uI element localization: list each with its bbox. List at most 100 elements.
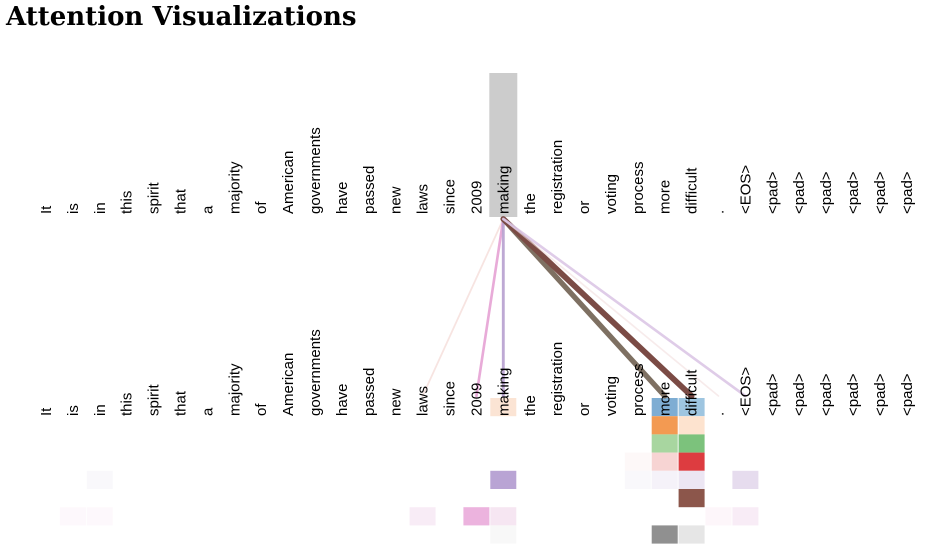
- attention-cell: [678, 434, 705, 453]
- target-token[interactable]: of: [253, 403, 270, 416]
- attention-cell: [624, 470, 651, 489]
- target-token[interactable]: .: [711, 412, 728, 416]
- source-token[interactable]: in: [92, 202, 109, 214]
- attention-cells: [59, 398, 759, 544]
- target-token[interactable]: American: [280, 353, 297, 416]
- source-token[interactable]: <EOS>: [737, 165, 754, 214]
- target-token[interactable]: <pad>: [872, 373, 889, 416]
- source-token[interactable]: <pad>: [791, 171, 808, 214]
- source-token[interactable]: the: [522, 193, 539, 214]
- target-token[interactable]: more: [657, 382, 674, 416]
- selected-token-highlight: [489, 73, 518, 217]
- attention-line: [421, 218, 505, 397]
- attention-cell: [678, 489, 705, 508]
- attention-cell: [732, 470, 759, 489]
- target-token[interactable]: a: [199, 407, 216, 416]
- target-token[interactable]: <pad>: [764, 373, 781, 416]
- attention-cell: [678, 470, 705, 489]
- target-token[interactable]: <pad>: [818, 373, 835, 416]
- target-token-row: It is in this spirit that a majority of American g…: [38, 329, 916, 416]
- target-token[interactable]: or: [576, 403, 593, 416]
- attention-cell: [409, 507, 436, 526]
- source-token[interactable]: laws: [415, 184, 432, 214]
- attention-cell: [59, 507, 86, 526]
- target-token[interactable]: majority: [226, 363, 243, 416]
- attention-cell: [651, 398, 678, 417]
- target-token[interactable]: governments: [307, 329, 324, 416]
- attention-cell: [86, 507, 113, 526]
- attention-lines: [421, 216, 747, 399]
- source-token[interactable]: process: [630, 161, 647, 214]
- source-token[interactable]: <pad>: [764, 171, 781, 214]
- attention-line: [475, 217, 505, 398]
- source-token[interactable]: passed: [361, 166, 378, 214]
- page-title: Attention Visualizations: [6, 2, 357, 32]
- attention-line: [500, 216, 695, 399]
- source-token[interactable]: making: [495, 166, 512, 214]
- source-token[interactable]: 2009: [468, 181, 485, 214]
- target-token[interactable]: <pad>: [791, 373, 808, 416]
- target-token[interactable]: making: [495, 368, 512, 416]
- source-token[interactable]: <pad>: [899, 171, 916, 214]
- attention-cell: [678, 452, 705, 471]
- attention-cell: [732, 507, 759, 526]
- source-token[interactable]: difficult: [684, 167, 701, 214]
- attention-cell: [651, 525, 678, 544]
- source-token[interactable]: or: [576, 201, 593, 214]
- target-token[interactable]: difficult: [684, 369, 701, 416]
- attention-cell: [490, 525, 517, 544]
- target-token[interactable]: registration: [549, 342, 566, 416]
- attention-line: [500, 216, 668, 399]
- source-token[interactable]: that: [173, 188, 190, 214]
- target-token[interactable]: process: [630, 363, 647, 416]
- source-token[interactable]: more: [657, 180, 674, 214]
- source-token[interactable]: a: [199, 205, 216, 214]
- source-token[interactable]: new: [388, 186, 405, 214]
- attention-cell: [490, 470, 517, 489]
- attention-cell: [678, 525, 705, 544]
- target-token[interactable]: 2009: [468, 383, 485, 416]
- target-token[interactable]: is: [65, 405, 82, 416]
- target-token[interactable]: that: [173, 390, 190, 416]
- source-token[interactable]: American: [280, 151, 297, 214]
- attention-cell: [651, 470, 678, 489]
- target-token[interactable]: this: [119, 393, 136, 416]
- source-token[interactable]: <pad>: [872, 171, 889, 214]
- attention-cell: [651, 434, 678, 453]
- attention-cell: [86, 470, 113, 489]
- target-token[interactable]: have: [334, 383, 351, 416]
- source-token[interactable]: is: [65, 203, 82, 214]
- target-token[interactable]: the: [522, 395, 539, 416]
- attention-cell: [490, 398, 517, 417]
- target-token[interactable]: voting: [603, 376, 620, 416]
- attention-cell: [624, 452, 651, 471]
- source-token[interactable]: this: [119, 191, 136, 214]
- target-token[interactable]: new: [388, 388, 405, 416]
- source-token[interactable]: It: [38, 205, 55, 214]
- target-token[interactable]: It: [38, 407, 55, 416]
- source-token[interactable]: <pad>: [818, 171, 835, 214]
- attention-cell: [651, 452, 678, 471]
- target-token[interactable]: since: [442, 381, 459, 416]
- source-token[interactable]: <pad>: [845, 171, 862, 214]
- target-token[interactable]: in: [92, 404, 109, 416]
- target-token[interactable]: passed: [361, 368, 378, 416]
- target-token[interactable]: spirit: [146, 383, 163, 416]
- target-token[interactable]: <pad>: [899, 373, 916, 416]
- target-token[interactable]: <EOS>: [737, 367, 754, 416]
- source-token[interactable]: majority: [226, 161, 243, 214]
- attention-cell: [678, 416, 705, 435]
- source-token[interactable]: of: [253, 201, 270, 214]
- target-token[interactable]: laws: [415, 386, 432, 416]
- attention-cell: [651, 416, 678, 435]
- source-token[interactable]: spirit: [146, 181, 163, 214]
- source-token[interactable]: since: [442, 179, 459, 214]
- source-token[interactable]: governments: [307, 127, 324, 214]
- source-token[interactable]: .: [711, 210, 728, 214]
- attention-cell: [705, 507, 732, 526]
- source-token[interactable]: registration: [549, 140, 566, 214]
- target-token[interactable]: <pad>: [845, 373, 862, 416]
- source-token[interactable]: voting: [603, 174, 620, 214]
- source-token[interactable]: have: [334, 181, 351, 214]
